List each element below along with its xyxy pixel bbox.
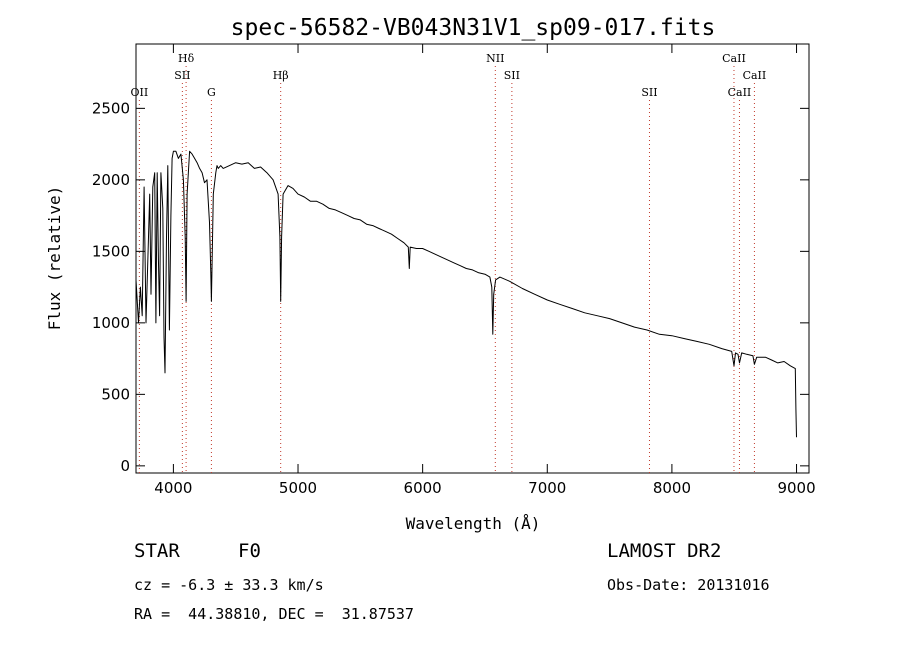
plot-frame [135,43,810,474]
spectrum-series [135,150,797,438]
y-tick-label: 1000 [92,314,130,332]
y-tick-label: 1500 [92,242,130,260]
y-tick-label: 2500 [92,99,130,117]
spectral-line-label: SII [641,86,657,99]
spectral-line-label: SII [504,69,520,82]
x-tick-label: 5000 [279,479,317,497]
spectral-line-label: SII [174,69,190,82]
x-axis-label: Wavelength (Å) [406,514,541,533]
spectrum-line [135,150,797,438]
y-axis-label: Flux (relative) [45,186,64,331]
coordinates: RA = 44.38810, DEC = 31.87537 [134,605,414,623]
spectral-line-label: NII [486,52,504,65]
spectral-line-label: CaII [728,86,752,99]
obs-date: Obs-Date: 20131016 [607,576,770,594]
spectral-line-label: CaII [743,69,767,82]
y-tick-label: 500 [101,385,130,403]
spectral-line-label: OII [131,86,149,99]
x-tick-label: 7000 [528,479,566,497]
redshift-cz: cz = -6.3 ± 33.3 km/s [134,576,324,594]
y-tick-label: 0 [120,457,130,475]
x-tick-label: 8000 [653,479,691,497]
spectral-line-label: Hδ [178,52,195,65]
spectral-line-label: Hβ [273,69,289,82]
spectral-line-label: G [207,86,216,99]
x-tick-label: 4000 [154,479,192,497]
survey-name: LAMOST DR2 [607,540,722,562]
axes: 4000 5000 6000 7000 8000 9000 0 500 1000 1500 2000… [92,44,816,497]
object-type: STAR [134,540,180,562]
x-tick-label: 9000 [777,479,815,497]
y-tick-label: 2000 [92,171,130,189]
chart-title: spec-56582-VB043N31V1_sp09-017.fits [231,15,716,41]
x-tick-label: 6000 [404,479,442,497]
spectral-line-label: CaII [722,52,746,65]
subclass: F0 [238,540,261,562]
